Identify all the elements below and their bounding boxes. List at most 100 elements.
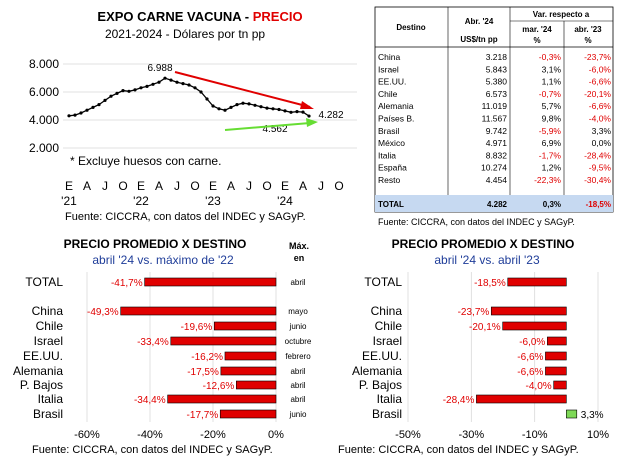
bar-value-label: -16,2% <box>191 352 223 363</box>
x-tick-label: E <box>65 179 73 193</box>
table-cell-abr23: -6,6% <box>589 77 612 87</box>
price-point <box>283 109 287 113</box>
table-row: Resto 4.454 -22,3% -30,4% <box>378 175 611 185</box>
table-cell-destino: Chile <box>378 89 398 99</box>
category-label: Israel <box>34 334 63 348</box>
table-cell-abr23: -6,0% <box>589 64 612 74</box>
bar <box>219 409 277 419</box>
x-tick-label: E <box>281 179 289 193</box>
total-row-abr23: -18,5% <box>586 200 611 209</box>
price-point <box>307 114 311 118</box>
table-header-units: US$/tn pp <box>460 35 497 44</box>
bar2-source: Fuente: CICCRA, con datos del INDEC y SA… <box>338 444 579 456</box>
table-cell-abr23: -6,6% <box>589 101 612 111</box>
price-point <box>67 114 71 118</box>
bar-value-label: 3,3% <box>581 410 604 421</box>
x-tick-label: -30% <box>458 429 484 441</box>
price-point <box>151 82 155 86</box>
y-tick-label: 4.000 <box>29 113 59 127</box>
table-cell-abr23: -20,1% <box>584 89 611 99</box>
category-label: Israel <box>373 334 402 348</box>
price-point <box>247 102 251 106</box>
table-cell-mar: 5,7% <box>542 101 562 111</box>
table-cell-value: 8.832 <box>486 150 508 160</box>
price-point <box>133 88 137 92</box>
bar <box>170 336 277 346</box>
max-month-label: abril <box>290 395 305 404</box>
bar <box>507 277 567 287</box>
x-tick-label: -60% <box>74 429 100 441</box>
table-cell-destino: España <box>378 163 407 173</box>
bar <box>553 380 567 390</box>
y-tick-label: 6.000 <box>29 85 59 99</box>
bar1-source: Fuente: CICCRA, con datos del INDEC y SA… <box>32 444 273 456</box>
x-tick-label: A <box>299 179 307 193</box>
price-point <box>235 103 239 107</box>
bar-value-label: -18,5% <box>474 278 506 289</box>
price-point <box>109 94 113 98</box>
table-cell-mar: 1,2% <box>542 163 562 173</box>
price-point <box>127 89 131 93</box>
price-point <box>193 86 197 90</box>
table-cell-value: 3.218 <box>486 52 508 62</box>
bar1-max-header-2: en <box>294 253 305 263</box>
category-label: China <box>371 304 403 318</box>
max-month-label: abril <box>290 278 305 287</box>
bar-value-label: -6,6% <box>517 367 543 378</box>
bar-value-label: -23,7% <box>458 307 490 318</box>
bar1-bars: TOTAL -41,7% abril China -49,3% mayo Chile -19,… <box>13 275 312 421</box>
price-point <box>253 103 257 107</box>
line-chart-note: * Excluye huesos con carne. <box>70 154 221 168</box>
bar <box>547 336 567 346</box>
x-tick-label: J <box>318 179 324 193</box>
price-point <box>265 106 269 110</box>
price-point <box>145 84 149 88</box>
table-row: Italia 8.832 -1,7% -28,4% <box>378 150 611 160</box>
bar-chart-vs-max-2022: PRECIO PROMEDIO X DESTINO abril '24 vs. … <box>13 237 312 456</box>
table-header-pct1: % <box>533 36 540 45</box>
table-source: Fuente: CICCRA, con datos del INDEC y SA… <box>378 217 575 227</box>
x-tick-label: A <box>227 179 235 193</box>
table-cell-value: 11.019 <box>482 101 508 111</box>
price-point <box>175 80 179 84</box>
category-label: Italia <box>38 392 64 406</box>
price-point <box>277 107 281 112</box>
x-tick-label: O <box>334 179 343 193</box>
table-row: México 4.971 6,9% 0,0% <box>378 138 611 148</box>
table-cell-mar: -1,7% <box>539 150 562 160</box>
category-label: Alemania <box>352 364 402 378</box>
table-cell-mar: 9,8% <box>542 114 562 124</box>
price-point <box>301 110 305 114</box>
price-point <box>217 107 221 111</box>
table-cell-abr23: -28,4% <box>584 150 611 160</box>
x-tick-label: 10% <box>587 429 609 441</box>
table-header-pct2: % <box>584 36 591 45</box>
table-cell-mar: 1,1% <box>542 77 562 87</box>
table-total-row: TOTAL 4.282 0,3% -18,5% <box>378 200 611 209</box>
max-month-label: junio <box>289 410 307 419</box>
table-body: China 3.218 -0,3% -23,7% Israel 5.843 3,1% -6,0… <box>378 52 611 185</box>
category-label: Alemania <box>13 364 63 378</box>
bar <box>144 277 277 287</box>
table-cell-mar: -5,9% <box>539 126 562 136</box>
price-point <box>121 89 125 93</box>
table-cell-mar: 6,9% <box>542 138 562 148</box>
price-point <box>103 98 107 102</box>
price-data-label: 6.988 <box>147 63 172 74</box>
table-cell-mar: -0,3% <box>539 52 562 62</box>
destination-price-table: Destino Abr. '24 US$/tn pp Var. respecto… <box>374 6 614 227</box>
bar1-subtitle: abril '24 vs. máximo de '22 <box>92 253 234 267</box>
price-point <box>181 82 185 86</box>
total-row-name: TOTAL <box>378 200 404 209</box>
category-label: TOTAL <box>25 275 63 289</box>
bar-value-label: -34,4% <box>134 395 166 406</box>
y-tick-label: 8.000 <box>29 57 59 71</box>
bar <box>476 394 567 404</box>
bar <box>236 380 277 390</box>
table-cell-destino: China <box>378 52 400 62</box>
category-label: EE.UU. <box>23 349 63 363</box>
table-cell-abr23: -23,7% <box>584 52 611 62</box>
bar2-title: PRECIO PROMEDIO X DESTINO <box>392 237 575 251</box>
table-cell-value: 9.742 <box>486 126 508 136</box>
